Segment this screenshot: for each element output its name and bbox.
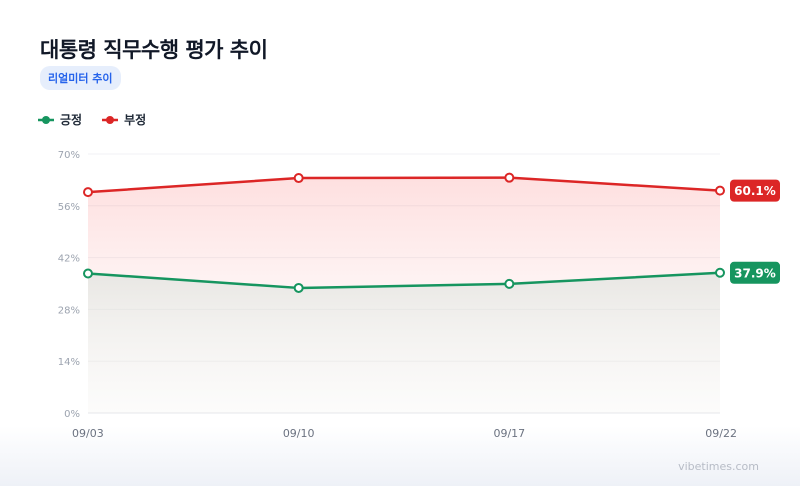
y-tick-label: 70% xyxy=(58,150,80,161)
negative-series-line xyxy=(87,176,721,194)
positive-end-label-bg xyxy=(730,261,780,284)
legend-marker-negative-icon xyxy=(102,115,119,124)
legend-label-negative: 부정 xyxy=(124,113,147,127)
negative-data-point[interactable] xyxy=(293,173,304,184)
y-tick-label: 0% xyxy=(64,409,80,420)
negative-data-point[interactable] xyxy=(83,187,93,198)
y-tick-label: 14% xyxy=(58,357,80,368)
x-tick-label: 09/10 xyxy=(283,427,315,440)
positive-data-point[interactable] xyxy=(504,278,515,289)
legend-label-positive: 긍정 xyxy=(60,113,83,127)
x-tick-label: 09/03 xyxy=(72,427,104,440)
footer-background xyxy=(0,426,800,486)
positive-area xyxy=(88,272,720,413)
positive-data-point[interactable] xyxy=(715,267,725,278)
y-tick-label: 28% xyxy=(58,305,80,316)
positive-series-line xyxy=(87,271,721,290)
negative-data-point[interactable] xyxy=(715,185,725,196)
legend-item-positive[interactable]: 긍정 xyxy=(38,111,82,128)
legend-item-negative[interactable]: 부정 xyxy=(102,111,146,128)
legend-marker-positive-icon xyxy=(38,115,54,124)
y-tick-label: 42% xyxy=(58,254,80,265)
y-tick-label: 56% xyxy=(58,202,80,213)
page-title: 대통령 직무수행 평가 추이 xyxy=(40,38,268,62)
legend: 긍정 부정 xyxy=(38,111,146,128)
x-tick-label: 09/22 xyxy=(705,427,737,440)
negative-end-label-bg xyxy=(730,179,780,202)
negative-area xyxy=(88,177,720,288)
positive-end-label: 37.9% xyxy=(734,266,776,280)
watermark: vibetimes.com xyxy=(678,460,759,473)
positive-data-point[interactable] xyxy=(293,282,304,293)
source-badge: 리얼미터 추이 xyxy=(40,66,121,90)
positive-data-point[interactable] xyxy=(83,268,93,279)
negative-end-label: 60.1% xyxy=(734,184,776,198)
negative-data-point[interactable] xyxy=(504,172,515,183)
x-tick-label: 09/17 xyxy=(493,427,525,440)
